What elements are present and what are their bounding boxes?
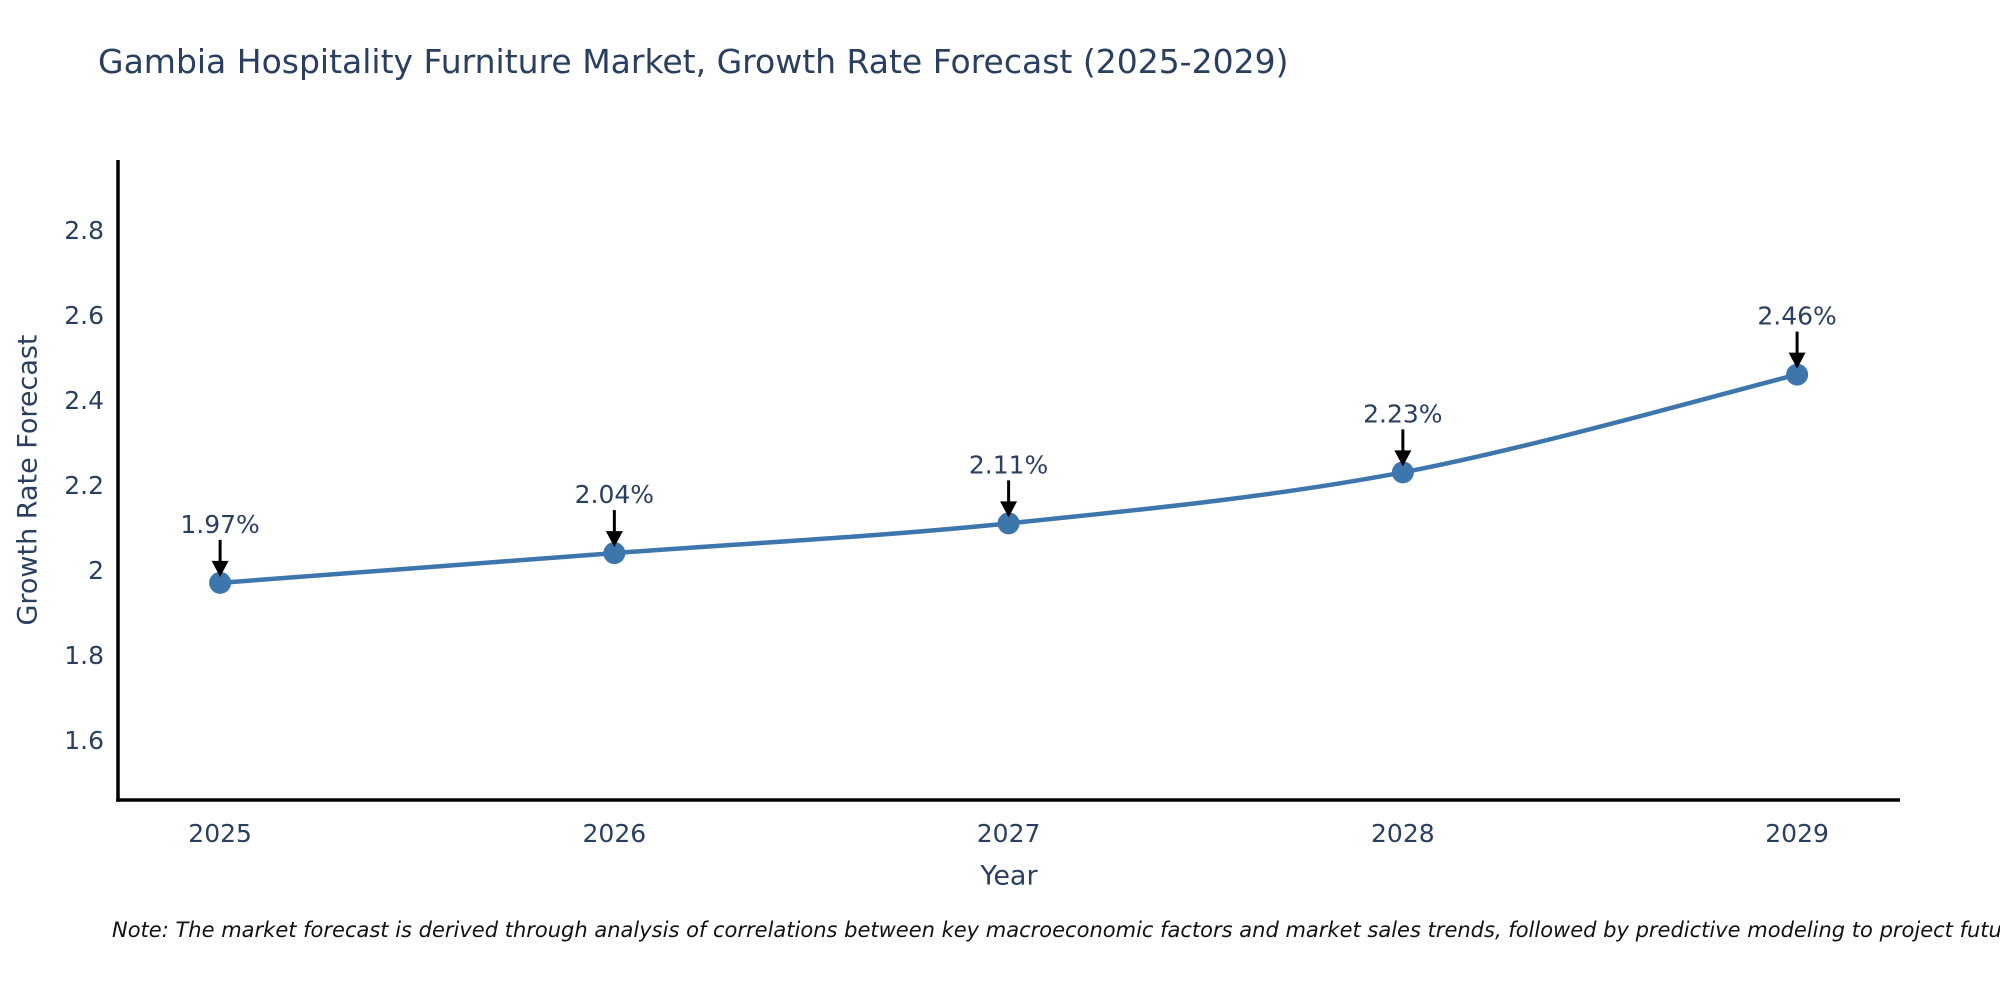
x-tick-label: 2029 [1765,819,1829,848]
y-tick-label: 2.4 [64,386,104,415]
y-tick-label: 2.8 [64,216,104,245]
data-point-2027[interactable] [997,512,1020,535]
data-point-2025[interactable] [209,571,232,594]
annotation-arrow-head [605,531,623,548]
data-point-2026[interactable] [603,542,626,565]
annotation-label: 2.11% [969,450,1048,479]
annotation-label: 2.23% [1363,399,1442,428]
chart-title: Gambia Hospitality Furniture Market, Gro… [98,42,1289,81]
y-tick-label: 1.8 [64,641,104,670]
y-tick-label: 2.6 [64,301,104,330]
annotation-label: 2.04% [575,480,654,509]
data-point-2028[interactable] [1391,461,1414,484]
x-axis-title: Year [980,860,1038,892]
y-tick-label: 2.2 [64,471,104,500]
annotation-arrow-head [1394,450,1412,467]
annotation-arrow-head [1788,352,1806,369]
annotation-label: 1.97% [180,510,259,539]
x-tick-label: 2027 [977,819,1041,848]
annotation-arrow-head [211,560,229,577]
data-point-2029[interactable] [1786,363,1809,386]
y-tick-label: 2 [88,556,104,585]
y-tick-label: 1.6 [64,726,104,755]
annotation-arrow-head [1000,501,1018,518]
x-tick-label: 2025 [188,819,252,848]
x-tick-label: 2026 [583,819,647,848]
annotation-label: 2.46% [1757,302,1836,331]
x-tick-label: 2028 [1371,819,1435,848]
footnote: Note: The market forecast is derived thr… [112,918,2000,942]
